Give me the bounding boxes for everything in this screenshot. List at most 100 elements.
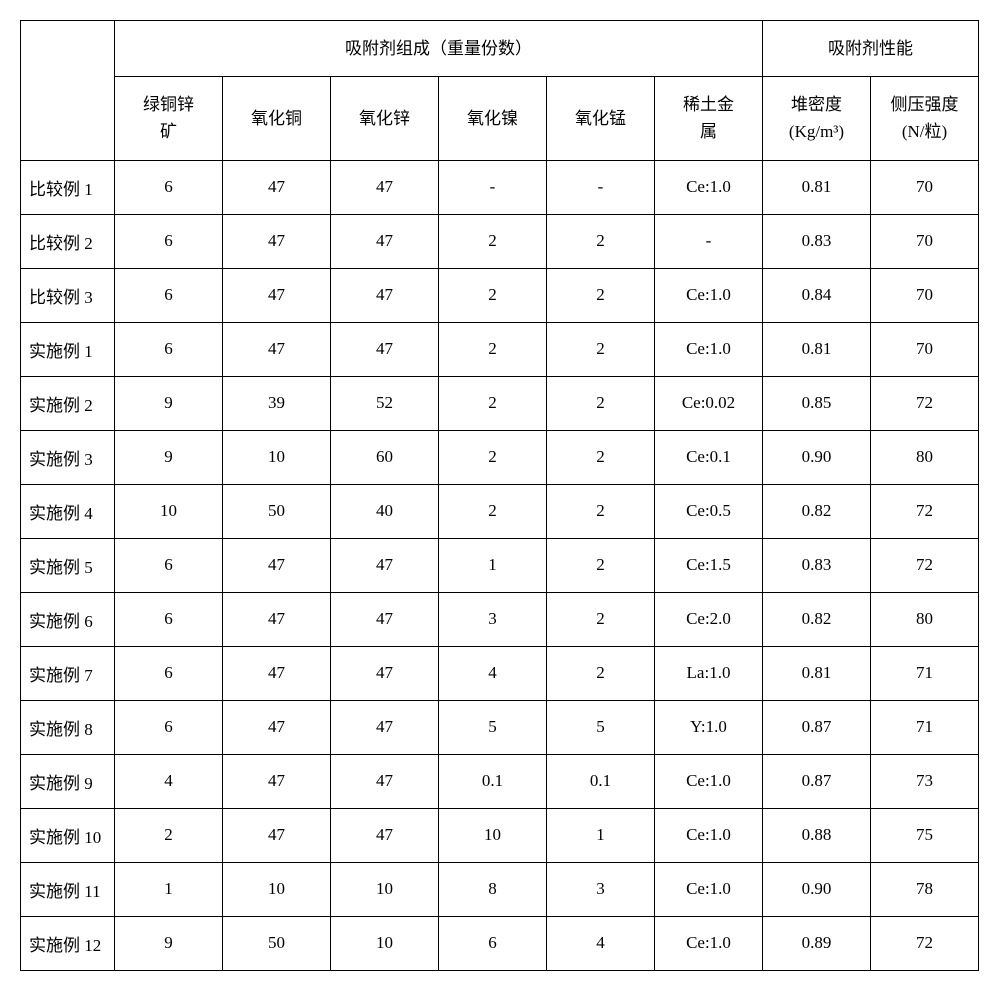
cell: 10 [439, 808, 547, 862]
cell: 47 [331, 646, 439, 700]
table-header: 吸附剂组成（重量份数） 吸附剂性能 绿铜锌 矿 氧化铜 氧化锌 氧化镍 氧化锰 … [21, 21, 979, 161]
cell: 2 [547, 214, 655, 268]
cell: 6 [115, 592, 223, 646]
row-label: 实施例 10 [21, 808, 115, 862]
cell: 47 [223, 754, 331, 808]
cell: Ce:2.0 [655, 592, 763, 646]
cell: 9 [115, 916, 223, 970]
cell: 0.89 [763, 916, 871, 970]
row-label: 实施例 8 [21, 700, 115, 754]
col-header-5-l2: 属 [700, 122, 717, 141]
cell: 72 [871, 538, 979, 592]
table-body: 比较例 164747--Ce:1.00.8170比较例 26474722-0.8… [21, 160, 979, 970]
row-label: 实施例 7 [21, 646, 115, 700]
cell: Ce:1.5 [655, 538, 763, 592]
cell: 2 [547, 376, 655, 430]
cell: 0.1 [547, 754, 655, 808]
row-label: 比较例 1 [21, 160, 115, 214]
adsorbent-table: 吸附剂组成（重量份数） 吸附剂性能 绿铜锌 矿 氧化铜 氧化锌 氧化镍 氧化锰 … [20, 20, 979, 971]
cell: 0.83 [763, 538, 871, 592]
col-header-6-l1: 堆密度 [791, 95, 842, 114]
cell: Ce:0.1 [655, 430, 763, 484]
cell: 80 [871, 430, 979, 484]
cell: 47 [223, 160, 331, 214]
row-label: 实施例 9 [21, 754, 115, 808]
cell: Ce:1.0 [655, 916, 763, 970]
table-row: 实施例 39106022Ce:0.10.9080 [21, 430, 979, 484]
cell: 72 [871, 376, 979, 430]
cell: 6 [439, 916, 547, 970]
cell: 47 [331, 538, 439, 592]
cell: 6 [115, 214, 223, 268]
cell: 6 [115, 646, 223, 700]
table-row: 实施例 9447470.10.1Ce:1.00.8773 [21, 754, 979, 808]
cell: 0.84 [763, 268, 871, 322]
cell: 2 [439, 484, 547, 538]
cell: Ce:1.0 [655, 808, 763, 862]
cell: 6 [115, 160, 223, 214]
cell: 2 [115, 808, 223, 862]
cell: 40 [331, 484, 439, 538]
row-label: 实施例 4 [21, 484, 115, 538]
cell: 72 [871, 484, 979, 538]
table-row: 比较例 26474722-0.8370 [21, 214, 979, 268]
cell: 0.83 [763, 214, 871, 268]
cell: 3 [439, 592, 547, 646]
cell: 1 [547, 808, 655, 862]
cell: 6 [115, 268, 223, 322]
col-header-2: 氧化锌 [331, 77, 439, 160]
col-header-0: 绿铜锌 矿 [115, 77, 223, 160]
table-row: 实施例 86474755Y:1.00.8771 [21, 700, 979, 754]
col-header-5: 稀土金 属 [655, 77, 763, 160]
table-row: 比较例 36474722Ce:1.00.8470 [21, 268, 979, 322]
cell: 2 [547, 646, 655, 700]
cell: La:1.0 [655, 646, 763, 700]
col-header-7-l1: 侧压强度 [891, 95, 959, 114]
cell: 70 [871, 214, 979, 268]
col-header-7-l2: (N/粒) [902, 122, 947, 141]
cell: 0.88 [763, 808, 871, 862]
cell: 47 [223, 592, 331, 646]
cell: 2 [439, 430, 547, 484]
cell: 0.87 [763, 754, 871, 808]
cell: Ce:0.02 [655, 376, 763, 430]
cell: 2 [439, 322, 547, 376]
cell: Ce:1.0 [655, 268, 763, 322]
cell: 2 [439, 214, 547, 268]
cell: 50 [223, 484, 331, 538]
cell: Ce:1.0 [655, 754, 763, 808]
row-label: 比较例 3 [21, 268, 115, 322]
cell: 9 [115, 376, 223, 430]
cell: 47 [331, 268, 439, 322]
cell: - [439, 160, 547, 214]
cell: 2 [547, 484, 655, 538]
cell: 2 [547, 268, 655, 322]
cell: 0.90 [763, 430, 871, 484]
cell: 1 [439, 538, 547, 592]
cell: 39 [223, 376, 331, 430]
table-row: 实施例 1024747101Ce:1.00.8875 [21, 808, 979, 862]
row-label: 实施例 5 [21, 538, 115, 592]
table-row: 实施例 111101083Ce:1.00.9078 [21, 862, 979, 916]
row-label: 实施例 3 [21, 430, 115, 484]
col-header-0-l2: 矿 [160, 122, 177, 141]
cell: 4 [115, 754, 223, 808]
table-row: 实施例 129501064Ce:1.00.8972 [21, 916, 979, 970]
table-row: 实施例 76474742La:1.00.8171 [21, 646, 979, 700]
cell: 70 [871, 322, 979, 376]
cell: 2 [439, 376, 547, 430]
cell: 3 [547, 862, 655, 916]
table-row: 实施例 66474732Ce:2.00.8280 [21, 592, 979, 646]
row-label: 实施例 6 [21, 592, 115, 646]
cell: 47 [331, 160, 439, 214]
header-group-performance: 吸附剂性能 [763, 21, 979, 77]
row-label: 实施例 1 [21, 322, 115, 376]
cell: 0.81 [763, 322, 871, 376]
cell: 71 [871, 646, 979, 700]
cell: Ce:1.0 [655, 862, 763, 916]
cell: 47 [223, 268, 331, 322]
col-header-4: 氧化锰 [547, 77, 655, 160]
cell: 1 [115, 862, 223, 916]
cell: 47 [331, 592, 439, 646]
cell: 60 [331, 430, 439, 484]
